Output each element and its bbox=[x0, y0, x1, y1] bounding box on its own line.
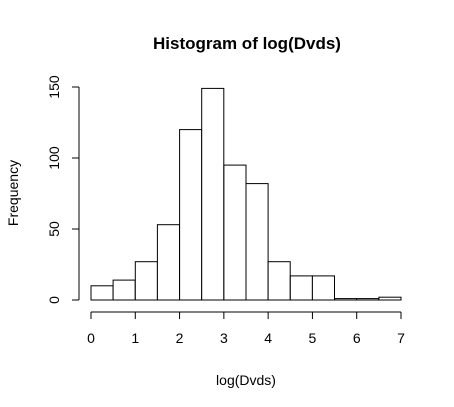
x-axis: 0 1 2 3 4 5 6 7 bbox=[87, 311, 405, 346]
x-tick-label-7: 7 bbox=[397, 330, 405, 346]
x-tick-label-4: 4 bbox=[264, 330, 272, 346]
histogram-bar-1 bbox=[112, 279, 136, 301]
y-tick-label-1: 50 bbox=[46, 221, 62, 237]
x-tick-label-5: 5 bbox=[309, 330, 317, 346]
y-axis: 0 50 100 150 bbox=[46, 75, 80, 304]
histogram-bar-4 bbox=[179, 129, 203, 301]
histogram-bar-10 bbox=[311, 275, 335, 301]
histogram-bar-5 bbox=[201, 87, 225, 301]
chart-title: Histogram of log(Dvds) bbox=[153, 34, 341, 53]
y-tick-label-2: 100 bbox=[46, 146, 62, 170]
histogram-bar-3 bbox=[156, 224, 180, 301]
x-tick-label-6: 6 bbox=[353, 330, 361, 346]
histogram-bar-13 bbox=[378, 296, 402, 301]
y-tick-label-0: 0 bbox=[46, 296, 62, 304]
x-axis-label: log(Dvds) bbox=[216, 372, 276, 388]
histogram-bar-9 bbox=[289, 275, 313, 301]
y-axis-label: Frequency bbox=[5, 160, 21, 226]
x-tick-label-0: 0 bbox=[87, 330, 95, 346]
x-tick-label-3: 3 bbox=[220, 330, 228, 346]
histogram-bar-2 bbox=[134, 261, 158, 301]
histogram-bar-6 bbox=[223, 164, 247, 301]
histogram-bar-8 bbox=[267, 261, 291, 301]
histogram-bars bbox=[90, 87, 402, 301]
x-tick-label-1: 1 bbox=[131, 330, 139, 346]
histogram-bar-0 bbox=[90, 285, 114, 301]
y-tick-label-3: 150 bbox=[46, 75, 62, 99]
histogram-bar-12 bbox=[356, 298, 380, 301]
histogram-bar-11 bbox=[334, 298, 358, 301]
histogram-bar-7 bbox=[245, 183, 269, 301]
x-tick-label-2: 2 bbox=[176, 330, 184, 346]
